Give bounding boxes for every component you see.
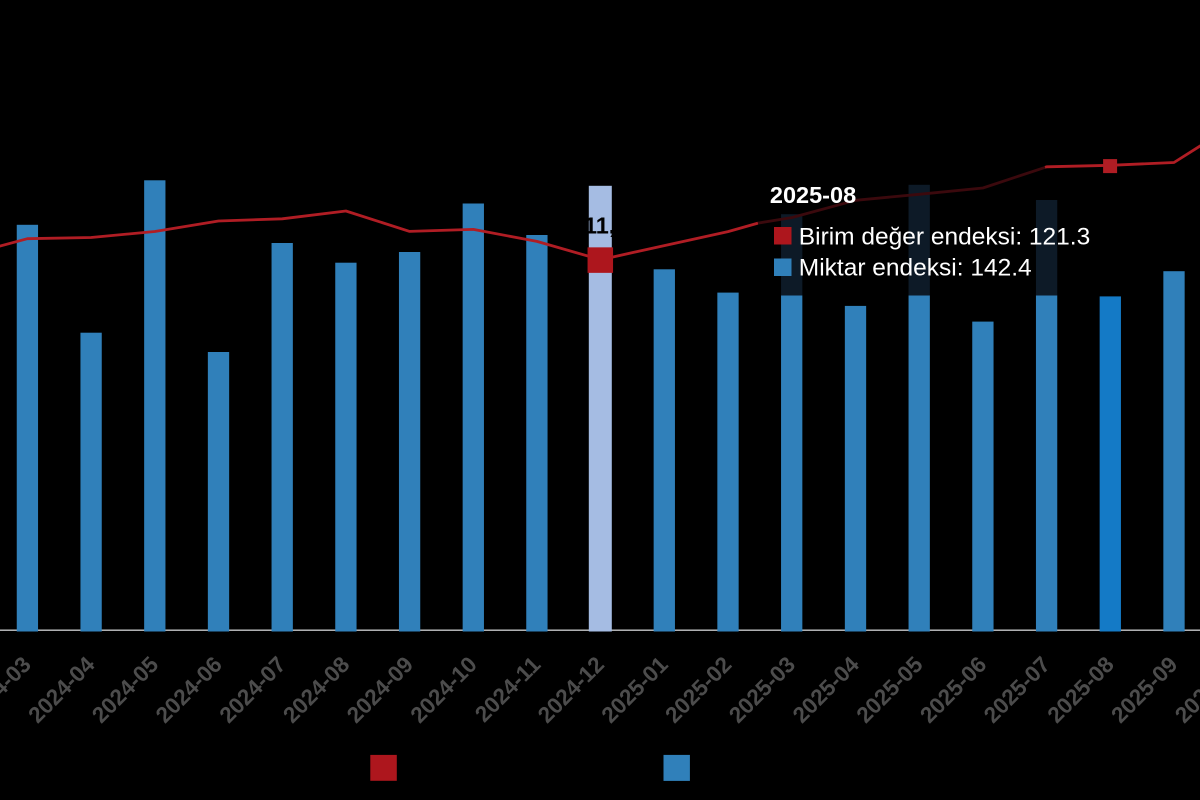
svg-text:111,9: 111,9 (572, 212, 628, 238)
svg-text:Birim değer endeksi: 121.3: Birim değer endeksi: 121.3 (799, 223, 1090, 250)
svg-text:2025-08: 2025-08 (770, 182, 856, 208)
svg-text:Miktar endeksi: 142.4: Miktar endeksi: 142.4 (799, 255, 1032, 282)
